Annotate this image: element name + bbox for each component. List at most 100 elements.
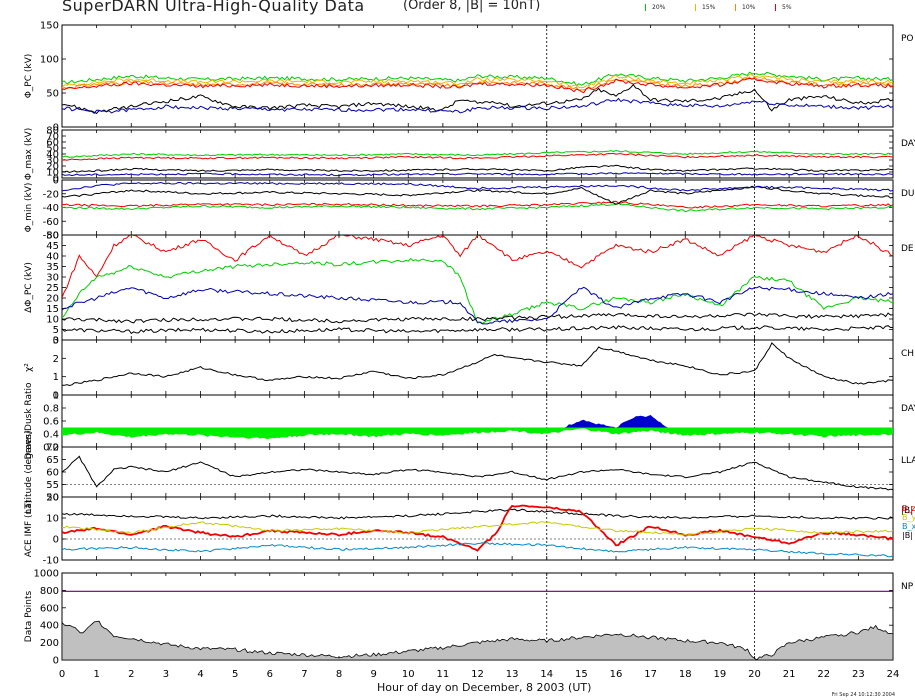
panel-min: -80 -60 -40 -20 0 Φ_min (kV) DU	[24, 176, 915, 242]
x-tick-label: 19	[714, 669, 727, 680]
series-line	[62, 542, 893, 558]
y-tick-label: 50	[46, 144, 59, 155]
y-tick-label: 40	[46, 150, 59, 161]
y-tick-label: -40	[43, 203, 59, 214]
y-tick-label: 200	[40, 638, 59, 649]
y-tick-label: 0	[53, 535, 59, 546]
panel-tag: LLA	[901, 456, 915, 466]
y-tick-label: 0	[53, 656, 59, 667]
x-tick-label: 22	[817, 669, 830, 680]
panel-tag: DAY	[901, 139, 915, 149]
y-tick-label: 0	[53, 336, 59, 347]
y-tick-label: 0.4	[43, 430, 59, 441]
x-tick-label: 7	[301, 669, 307, 680]
y-tick-label: 3	[53, 336, 59, 347]
y-tick-label: 35	[46, 262, 59, 273]
x-tick-label: 16	[610, 669, 623, 680]
panel-frame	[61, 394, 894, 448]
y-tick-label: 40	[46, 252, 59, 263]
x-tick-label: 6	[267, 669, 273, 680]
y-tick-label: 0	[53, 176, 59, 187]
panel-tag: NP	[901, 582, 914, 592]
y-tick-label: 65	[46, 455, 59, 466]
y-tick-label: 15	[46, 304, 59, 315]
y-tick-label: 0.8	[43, 404, 59, 415]
panel-pc: 0 50 100 150 Φ_PC (kV) PO	[24, 21, 914, 134]
y-tick-label: 0.2	[43, 443, 59, 454]
x-tick-label: 4	[197, 669, 203, 680]
x-tick-label: 10	[402, 669, 415, 680]
y-axis-label: ΔΦ_PC (kV)	[24, 262, 34, 313]
y-tick-label: 1000	[34, 569, 59, 580]
y-tick-label: 150	[40, 21, 59, 32]
y-tick-label: -80	[43, 231, 59, 242]
x-tick-label: 11	[437, 669, 450, 680]
x-tick-label: 1	[93, 669, 99, 680]
series-line	[62, 285, 893, 325]
y-tick-label: 800	[40, 586, 59, 597]
imf-component-label: B_y	[902, 513, 915, 522]
imf-component-label: B_z	[902, 504, 915, 513]
y-tick-label: 400	[40, 621, 59, 632]
y-tick-label: 1	[53, 391, 59, 402]
y-tick-label: 55	[46, 480, 59, 491]
y-tick-label: 50	[46, 231, 59, 242]
panel-frame	[61, 129, 894, 179]
series-line	[62, 74, 893, 89]
x-tick-label: 9	[370, 669, 376, 680]
series-line	[62, 172, 893, 177]
y-tick-label: 80	[46, 126, 59, 137]
series-line	[62, 521, 893, 536]
y-axis-label: Φ_PC (kV)	[24, 54, 34, 99]
legend-swatch	[695, 4, 696, 11]
y-tick-label: 45	[46, 241, 59, 252]
legend-label: 15%	[702, 4, 716, 11]
series-area	[62, 427, 893, 440]
y-tick-label: 5	[53, 325, 59, 336]
x-tick-label: 0	[59, 669, 65, 680]
panel-frame	[61, 339, 894, 396]
y-axis-label: Latitude (degrees)	[24, 430, 34, 513]
series-line	[62, 504, 893, 552]
series-area	[62, 620, 893, 660]
x-tick-label: 8	[336, 669, 342, 680]
series-line	[62, 152, 893, 161]
legend-item: 20%	[645, 4, 665, 11]
legend-item: 5%	[775, 4, 792, 11]
y-tick-label: 0	[53, 123, 59, 134]
series-line	[62, 200, 893, 209]
y-tick-label: 30	[46, 156, 59, 167]
x-tick-label: 20	[748, 669, 761, 680]
y-axis-label: Dawn/Dusk Ratio	[24, 382, 34, 460]
y-tick-label: 50	[46, 89, 59, 100]
y-tick-label: 600	[40, 603, 59, 614]
series-area	[564, 415, 668, 428]
y-tick-label: 0.6	[43, 417, 59, 428]
panel-tag: DU	[901, 189, 915, 199]
y-tick-label: 20	[46, 162, 59, 173]
series-line	[62, 97, 893, 114]
y-axis-label: ACE IMF (nT)	[24, 500, 34, 558]
y-tick-label: 0	[53, 174, 59, 185]
series-line	[62, 325, 893, 335]
y-tick-label: 10	[46, 514, 59, 525]
series-line	[62, 342, 893, 387]
legend-label: 5%	[782, 4, 792, 11]
y-tick-label: 0	[53, 391, 59, 402]
series-line	[62, 149, 893, 159]
series-line	[62, 202, 893, 213]
x-tick-label: 13	[506, 669, 519, 680]
series-line	[62, 455, 893, 491]
series-line	[62, 83, 893, 115]
panel-ratio: 0.2 0.4 0.6 0.8 1 Dawn/Dusk Ratio DAY	[24, 382, 915, 460]
series-line	[62, 77, 893, 94]
y-tick-label: 1	[53, 372, 59, 383]
series-line	[62, 508, 893, 520]
series-line	[62, 235, 893, 298]
legend-label: 10%	[742, 4, 756, 11]
series-line	[62, 164, 893, 174]
y-tick-label: 25	[46, 283, 59, 294]
